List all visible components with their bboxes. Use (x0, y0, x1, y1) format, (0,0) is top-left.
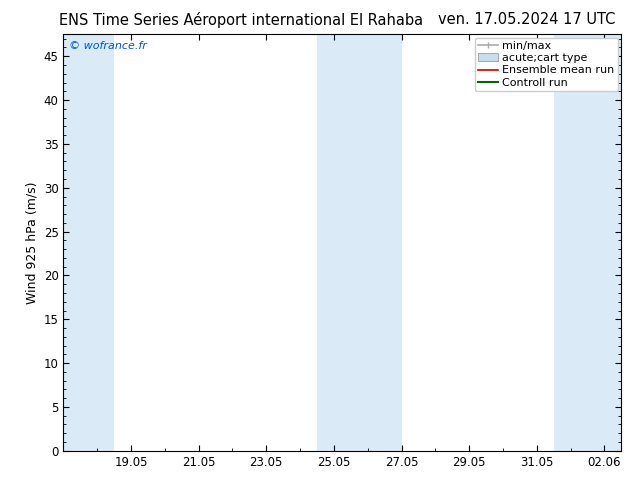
Text: ENS Time Series Aéroport international El Rahaba: ENS Time Series Aéroport international E… (59, 12, 423, 28)
Bar (63, 34, 114, 451)
Legend: min/max, acute;cart type, Ensemble mean run, Controll run: min/max, acute;cart type, Ensemble mean … (475, 38, 618, 91)
Bar (553, 34, 621, 451)
Text: ven. 17.05.2024 17 UTC: ven. 17.05.2024 17 UTC (437, 12, 615, 27)
Bar (317, 34, 401, 451)
Y-axis label: Wind 925 hPa (m/s): Wind 925 hPa (m/s) (25, 181, 38, 304)
Text: © wofrance.fr: © wofrance.fr (69, 41, 147, 50)
